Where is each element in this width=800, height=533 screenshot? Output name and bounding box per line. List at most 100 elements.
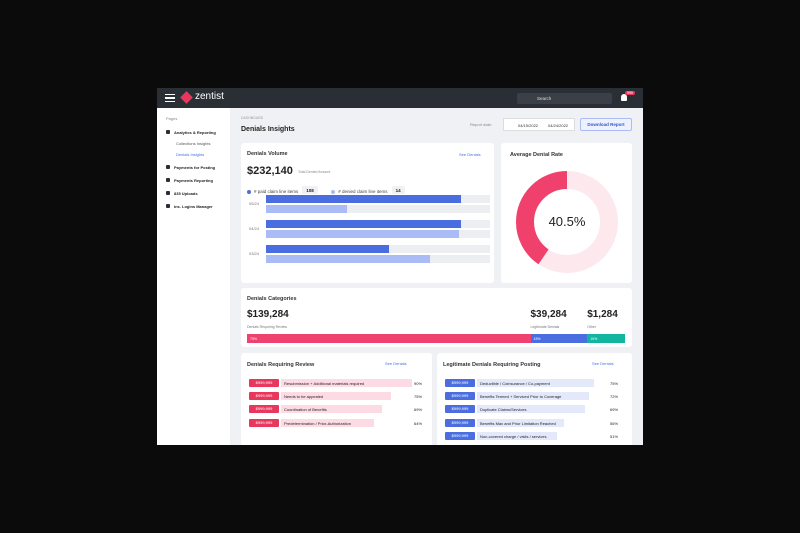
row-text: Needs to be appealed — [284, 394, 324, 400]
bar — [266, 195, 461, 203]
date-from: 04/15/2022 — [518, 122, 539, 128]
categories-card: Denials Categories $139,284 Denials Requi… — [241, 288, 632, 347]
see-denials[interactable]: See Denials — [385, 361, 407, 366]
bar — [266, 230, 459, 238]
row-text: Benefits Termed + Serviced Prior to Cove… — [480, 394, 562, 400]
sidebar: Pages Analytics & Reporting Collections I… — [157, 108, 230, 445]
nav-icon — [166, 165, 170, 169]
menu-icon[interactable] — [165, 94, 175, 102]
nav-item[interactable]: 835 Uploads — [174, 191, 198, 196]
row-bar — [477, 392, 590, 401]
notification-badge: 999 — [625, 91, 635, 95]
bar-track — [266, 205, 490, 213]
amount-label: Total Denied Amount — [298, 170, 331, 174]
category-segment: 15% — [530, 334, 588, 343]
nav-icon — [166, 178, 170, 182]
row-pct: 51% — [610, 433, 619, 439]
bar — [266, 220, 461, 228]
donut: 40.5% — [516, 171, 618, 273]
segment-label: 75% — [250, 336, 258, 341]
segment-label: 15% — [533, 336, 541, 341]
row-bar — [477, 431, 557, 440]
bar — [266, 245, 390, 253]
row-bar — [281, 405, 382, 414]
nav-item[interactable]: Ins. Logins Manager — [174, 204, 213, 209]
legend-count: 14 — [391, 186, 405, 194]
nav-icon — [166, 130, 170, 134]
amount-badge: $999,999 — [249, 379, 279, 387]
see-denials[interactable]: See Denials — [459, 152, 481, 157]
nav-bar: zentist Search 999 — [157, 88, 643, 108]
legend-dot — [331, 190, 336, 194]
date-to: 04/24/2022 — [548, 122, 569, 128]
amount-badge: $999,999 — [445, 431, 475, 440]
row-pct: 72% — [610, 394, 619, 400]
row-bar — [477, 405, 585, 414]
row-pct: 64% — [414, 420, 423, 426]
category-amount: $39,284 — [530, 309, 567, 320]
legend-count: 108 — [302, 186, 318, 194]
legit-card: Legitimate Denials Requiring Posting See… — [437, 353, 632, 445]
amount-badge: $999,999 — [445, 418, 475, 427]
row-pct: 69% — [414, 407, 423, 413]
amount-badge: $999,999 — [445, 392, 475, 401]
card-title: Average Denial Rate — [510, 152, 563, 158]
nav-icon — [166, 191, 170, 195]
legend-label: # paid claim line items — [254, 189, 299, 194]
row-bar — [477, 418, 565, 427]
bar-label: 04/24 — [249, 226, 260, 231]
nav-subitem[interactable]: Collections Insights — [176, 141, 211, 146]
nav-item[interactable]: Payments for Posting — [174, 165, 216, 170]
report-date-label: Report date: — [470, 122, 493, 127]
row-pct: 75% — [610, 381, 619, 386]
logo[interactable]: zentist — [195, 91, 224, 102]
amount-badge: $999,999 — [445, 405, 475, 414]
nav-item[interactable]: Analytics & Reporting — [174, 130, 216, 135]
nav-subitem[interactable]: Denials Insights — [176, 152, 205, 157]
bell-icon[interactable] — [621, 94, 627, 101]
volume-card: Denials Volume See Denials $232,140 Tota… — [241, 143, 494, 283]
bar-label: 05/24 — [249, 201, 260, 206]
row-text: Coordination of Benefits — [284, 407, 327, 413]
category-amount: $1,284 — [587, 309, 618, 320]
donut-arc — [516, 171, 618, 273]
legend-dot — [247, 190, 251, 194]
card-title: Denials Categories — [247, 296, 297, 302]
bar — [266, 255, 430, 263]
category-segment: 10% — [587, 334, 625, 343]
see-denials[interactable]: See Denials — [592, 361, 614, 366]
row-text: Benefits Max and Prior Limitation Reache… — [480, 420, 556, 426]
sidebar-heading: Pages — [166, 116, 178, 121]
rate-label: 40.5% — [549, 214, 586, 229]
nav-icon — [166, 204, 170, 208]
row-text: Duplicate Claims/Services — [480, 407, 527, 413]
nav-item[interactable]: Payments Reporting — [174, 178, 213, 183]
row-text: Resubmission + Additional materials requ… — [284, 381, 365, 386]
row-pct: 56% — [610, 420, 619, 426]
card-title: Denials Requiring Review — [247, 362, 315, 368]
row-pct: 69% — [610, 407, 619, 413]
card-title: Denials Volume — [247, 151, 288, 157]
bar-label: 03/24 — [249, 251, 260, 256]
review-card: Denials Requiring Review See Denials $99… — [241, 353, 432, 445]
amount: $232,140 — [247, 165, 293, 177]
app-window: zentist Search 999 Pages Analytics & Rep… — [157, 88, 643, 445]
row-bar — [281, 379, 413, 387]
logo-icon — [180, 91, 193, 104]
category-label: Legitimate Denials — [530, 325, 560, 329]
search-placeholder: Search — [537, 96, 552, 101]
search-box[interactable]: Search — [517, 93, 612, 104]
row-bar — [281, 392, 391, 401]
category-label: Denials Requiring Review — [247, 325, 288, 329]
row-text: Deductible / Coinsurance / Co-payment — [480, 381, 550, 386]
legend-label: # denied claim line items — [338, 189, 388, 194]
row-bar — [477, 379, 594, 387]
category-label: Other — [587, 325, 596, 329]
amount-badge: $999,999 — [249, 392, 279, 401]
category-segment: 75% — [247, 334, 531, 343]
download-button[interactable]: Download Report — [580, 118, 632, 131]
date-range[interactable]: 04/15/2022 04/24/2022 — [503, 118, 575, 131]
bar — [266, 205, 347, 213]
breadcrumb[interactable]: DASHBOARD — [241, 116, 264, 120]
